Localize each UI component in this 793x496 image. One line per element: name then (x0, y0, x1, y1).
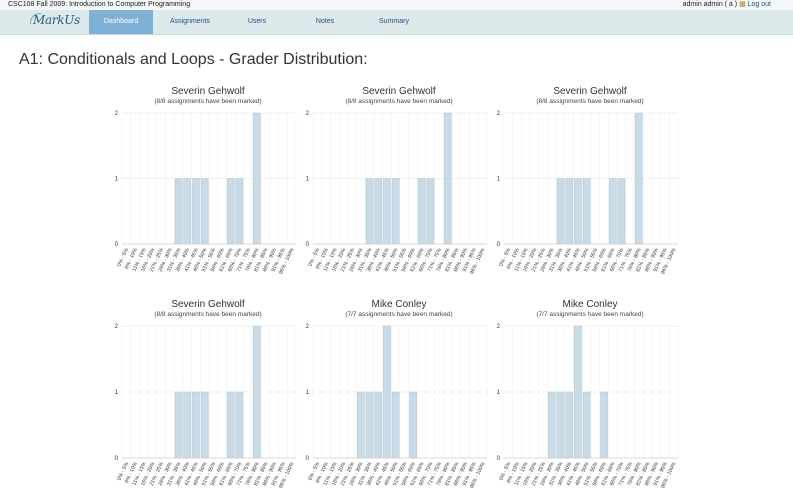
bar (391, 391, 400, 459)
bar (374, 178, 383, 245)
bar (548, 391, 556, 459)
y-tick-label: 0 (306, 242, 310, 248)
bar (253, 325, 261, 459)
user-name: admin admin ( a ) (682, 1, 738, 8)
bar (426, 178, 435, 245)
tab-dashboard[interactable]: Dashboard (89, 10, 153, 34)
y-tick-label: 0 (115, 456, 119, 462)
y-tick-label: 0 (497, 242, 501, 248)
bar (200, 391, 209, 459)
bar (556, 178, 565, 245)
chart-title: Severin Gehwolf (362, 86, 436, 97)
grader-chart-1: Severin Gehwolf(8/8 assignments have bee… (115, 86, 297, 275)
y-tick-label: 2 (115, 111, 119, 117)
bar (565, 391, 574, 459)
course-title: CSC108 Fall 2009: Introduction to Comput… (8, 1, 191, 8)
bar (253, 112, 261, 245)
bar (608, 178, 617, 245)
bar (365, 391, 374, 459)
bar (565, 178, 574, 245)
chart-subtitle: (7/7 assignments have been marked) (536, 311, 643, 318)
grader-chart-6: Mike Conley(7/7 assignments have been ma… (497, 299, 679, 489)
chart-subtitle: (8/8 assignments have been marked) (536, 98, 643, 105)
chart-title: Mike Conley (371, 299, 426, 310)
chart-title: Severin Gehwolf (171, 299, 245, 310)
bar (409, 391, 417, 459)
y-tick-label: 1 (497, 390, 501, 396)
grader-chart-4: Severin Gehwolf(8/8 assignments have bee… (115, 299, 297, 489)
y-tick-label: 0 (115, 242, 119, 248)
y-tick-label: 2 (306, 111, 310, 117)
bar (235, 391, 244, 459)
user-info: admin admin ( a ) ▩ Log out (683, 0, 771, 10)
chart-title: Severin Gehwolf (171, 86, 245, 97)
bar (391, 178, 400, 245)
markus-logo[interactable]: MarkUs (33, 13, 80, 27)
tab-summary[interactable]: Summary (379, 18, 409, 25)
bar (192, 391, 200, 459)
top-bar: CSC108 Fall 2009: Introduction to Comput… (0, 0, 793, 10)
bar (556, 391, 565, 459)
bar (174, 391, 183, 459)
y-tick-label: 1 (306, 390, 310, 396)
bar (582, 391, 591, 459)
bar (357, 391, 365, 459)
bar (383, 178, 391, 245)
tab-users[interactable]: Users (247, 18, 267, 25)
bar (365, 178, 374, 245)
bar (617, 178, 626, 245)
tab-notes[interactable]: Notes (315, 18, 335, 25)
bar (235, 178, 244, 245)
tab-assignments[interactable]: Assignments (169, 18, 211, 25)
chart-subtitle: (8/8 assignments have been marked) (154, 98, 261, 105)
bar (183, 178, 192, 245)
logout-link[interactable]: Log out (747, 1, 771, 8)
chart-title: Mike Conley (562, 299, 617, 310)
logo-arc-icon (30, 13, 41, 24)
page-title: A1: Conditionals and Loops - Grader Dist… (19, 51, 368, 68)
bar (383, 325, 391, 459)
bar (582, 178, 591, 245)
bar (417, 178, 426, 245)
grader-chart-5: Mike Conley(7/7 assignments have been ma… (306, 299, 488, 489)
y-tick-label: 2 (306, 324, 310, 330)
chart-title: Severin Gehwolf (553, 86, 627, 97)
bar (192, 178, 200, 245)
bar (374, 391, 383, 459)
y-tick-label: 0 (306, 456, 310, 462)
bar (444, 112, 452, 245)
bar (226, 178, 235, 245)
bar (226, 391, 235, 459)
y-tick-label: 1 (115, 390, 119, 396)
logout-icon[interactable]: ▩ (739, 1, 746, 8)
y-tick-label: 1 (115, 177, 119, 183)
bar (574, 325, 582, 459)
y-tick-label: 2 (115, 324, 119, 330)
y-tick-label: 0 (497, 456, 501, 462)
grader-chart-3: Severin Gehwolf(8/8 assignments have bee… (497, 86, 679, 275)
bar (600, 391, 608, 459)
grader-chart-2: Severin Gehwolf(8/8 assignments have bee… (306, 86, 488, 275)
y-tick-label: 1 (497, 177, 501, 183)
bar (183, 391, 192, 459)
y-tick-label: 2 (497, 111, 501, 117)
bar (574, 178, 582, 245)
chart-subtitle: (7/7 assignments have been marked) (345, 311, 452, 318)
chart-subtitle: (8/8 assignments have been marked) (345, 98, 452, 105)
y-tick-label: 1 (306, 177, 310, 183)
bar (635, 112, 643, 245)
chart-subtitle: (8/8 assignments have been marked) (154, 311, 261, 318)
bar (200, 178, 209, 245)
bar (174, 178, 183, 245)
y-tick-label: 2 (497, 324, 501, 330)
